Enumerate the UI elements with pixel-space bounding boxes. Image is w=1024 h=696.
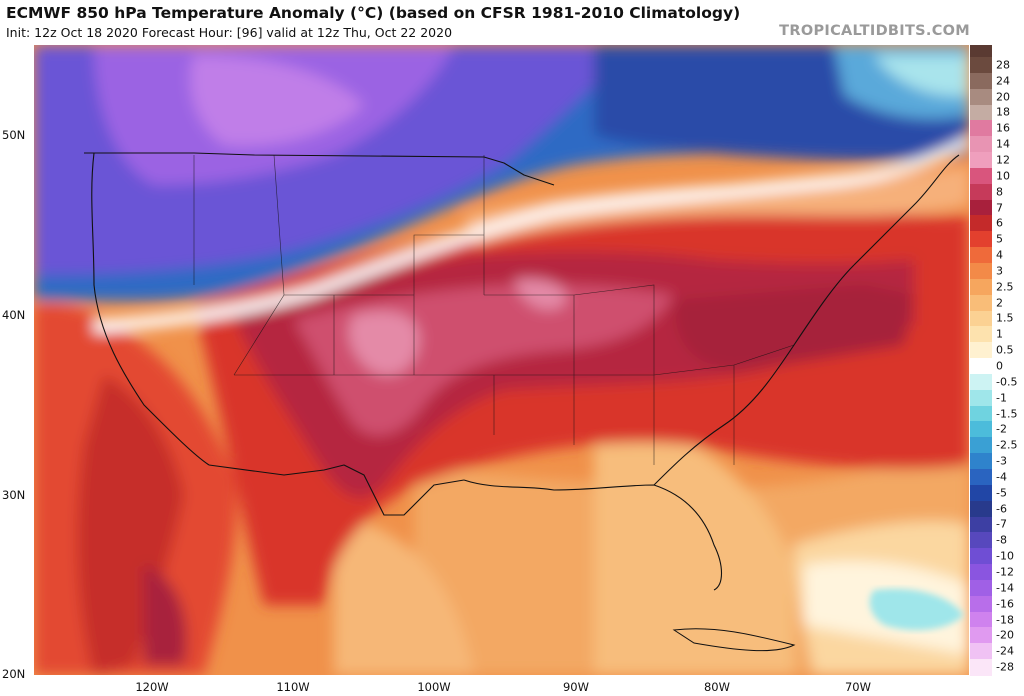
colorbar: 28 24 20 18 16 14 12 10 8 7 6 5 4 3 2.5 2 1.5 1 0.5 0 -0.5 -1…: [970, 45, 1024, 676]
colorbar-label: 0: [996, 359, 1003, 373]
lat-label: 20N: [2, 667, 26, 681]
colorbar-label: -0.5: [996, 375, 1018, 389]
colorbar-cell: [970, 120, 992, 137]
colorbar-cell: [970, 215, 992, 232]
colorbar-label: -28: [996, 660, 1014, 674]
lat-label: 40N: [2, 308, 26, 322]
colorbar-cell: [970, 45, 992, 57]
colorbar-cell: [970, 405, 992, 423]
colorbar-cell: [970, 310, 992, 327]
colorbar-label: -2: [996, 422, 1007, 436]
colorbar-label: 24: [996, 74, 1010, 88]
colorbar-cell: [970, 136, 992, 153]
colorbar-label: -4: [996, 470, 1007, 484]
colorbar-cell: [970, 516, 992, 533]
colorbar-label: -14: [996, 581, 1014, 595]
colorbar-label: 28: [996, 58, 1010, 72]
colorbar-cell: [970, 564, 992, 581]
colorbar-label: 20: [996, 90, 1010, 104]
colorbar-cell: [970, 57, 992, 74]
colorbar-cell: [970, 500, 992, 518]
colorbar-cell: [970, 437, 992, 454]
lon-label: 90W: [562, 680, 590, 694]
colorbar-label: 3: [996, 264, 1003, 278]
colorbar-label: 18: [996, 105, 1010, 119]
colorbar-label: -16: [996, 597, 1014, 611]
colorbar-label: -12: [996, 565, 1014, 579]
colorbar-cell: [970, 263, 992, 280]
colorbar-cell: [970, 611, 992, 629]
colorbar-label: -1.5: [996, 407, 1018, 421]
state-lines: [193, 154, 795, 465]
lat-label: 30N: [2, 488, 26, 502]
colorbar-cell: [970, 104, 992, 121]
colorbar-label: -3: [996, 454, 1007, 468]
colorbar-label: -6: [996, 502, 1007, 516]
colorbar-label: 14: [996, 137, 1010, 151]
colorbar-cell: [970, 231, 992, 248]
colorbar-cell: [970, 421, 992, 438]
anomaly-map: [34, 45, 969, 675]
colorbar-cell: [970, 373, 992, 391]
forecast-info: Init: 12z Oct 18 2020 Forecast Hour: [96…: [6, 25, 453, 40]
colorbar-cell: [970, 579, 992, 597]
colorbar-label: 12: [996, 153, 1010, 167]
colorbar-label: -1: [996, 391, 1007, 405]
colorbar-cell: [970, 627, 992, 644]
colorbar-label: -2.5: [996, 438, 1018, 452]
lon-label: 100W: [417, 680, 451, 694]
lon-label: 70W: [844, 680, 872, 694]
colorbar-label: -10: [996, 549, 1014, 563]
colorbar-cell: [970, 152, 992, 169]
colorbar-cell: [970, 247, 992, 264]
us-border: [84, 152, 960, 591]
colorbar-label: 1.5: [996, 311, 1014, 325]
source-brand[interactable]: TROPICALTIDBITS.COM: [779, 23, 970, 39]
colorbar-label: -20: [996, 628, 1014, 642]
colorbar-cell: [970, 294, 992, 312]
colorbar-label: 5: [996, 232, 1003, 246]
colorbar-label: 8: [996, 185, 1003, 199]
colorbar-label: -24: [996, 644, 1014, 658]
colorbar-label: 2: [996, 296, 1003, 310]
colorbar-cell: [970, 326, 992, 343]
colorbar-cell: [970, 72, 992, 90]
colorbar-label: -8: [996, 533, 1007, 547]
colorbar-cell: [970, 88, 992, 106]
colorbar-label: 2.5: [996, 280, 1014, 294]
colorbar-cell: [970, 484, 992, 502]
colorbar-label: 16: [996, 121, 1010, 135]
colorbar-cell: [970, 183, 992, 201]
colorbar-cell: [970, 453, 992, 470]
colorbar-label: 10: [996, 169, 1010, 183]
colorbar-label: 0.5: [996, 343, 1014, 357]
colorbar-cell: [970, 643, 992, 660]
lon-label: 80W: [703, 680, 731, 694]
colorbar-cell: [970, 469, 992, 486]
colorbar-label: -5: [996, 486, 1007, 500]
lon-label: 120W: [135, 680, 169, 694]
colorbar-cell: [970, 278, 992, 296]
colorbar-cell: [970, 532, 992, 549]
colorbar-label: -18: [996, 613, 1014, 627]
colorbar-label: 7: [996, 201, 1003, 215]
colorbar-cell: [970, 659, 992, 676]
lat-label: 50N: [2, 128, 26, 142]
colorbar-cell: [970, 342, 992, 359]
colorbar-cell: [970, 548, 992, 565]
map-title: ECMWF 850 hPa Temperature Anomaly (°C) (…: [6, 4, 741, 22]
colorbar-label: -7: [996, 517, 1007, 531]
colorbar-label: 6: [996, 216, 1003, 230]
colorbar-cell: [970, 595, 992, 613]
lon-label: 110W: [276, 680, 310, 694]
colorbar-cell: [970, 167, 992, 185]
colorbar-label: 1: [996, 327, 1003, 341]
colorbar-cell: [970, 389, 992, 407]
anomaly-field: [34, 45, 969, 675]
colorbar-cell: [970, 358, 992, 375]
colorbar-cell: [970, 199, 992, 217]
colorbar-label: 4: [996, 248, 1003, 262]
